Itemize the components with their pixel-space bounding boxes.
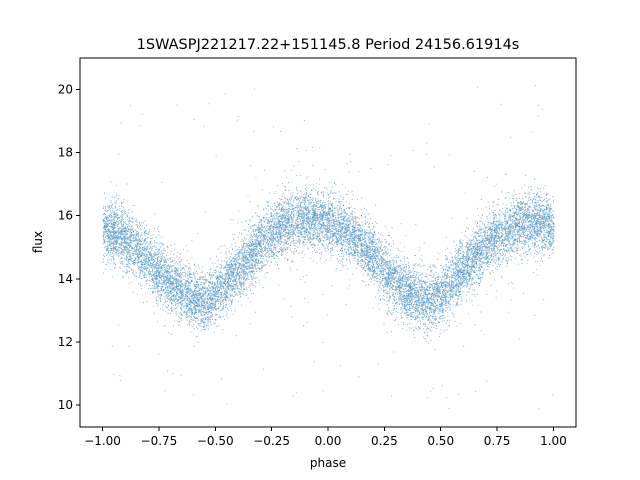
x-tick-label: −0.50 [197,434,234,448]
chart-title: 1SWASPJ221217.22+151145.8 Period 24156.6… [137,37,520,53]
y-tick-label: 12 [58,335,73,349]
y-tick-label: 16 [58,209,73,223]
y-tick-label: 18 [58,146,73,160]
x-tick-label: −1.00 [84,434,121,448]
x-tick-label: −0.75 [141,434,178,448]
x-axis-label: phase [310,456,346,470]
y-axis: 10 12 14 16 18 20 [58,83,80,412]
x-tick-label: 0.50 [427,434,454,448]
x-tick-label: 1.00 [540,434,567,448]
x-tick-label: 0.75 [484,434,511,448]
data-points [102,85,555,410]
y-tick-label: 10 [58,398,73,412]
x-axis: −1.00 −0.75 −0.50 −0.25 0.00 0.25 0.50 0.75 1.00 [84,427,567,448]
x-tick-label: 0.25 [371,434,398,448]
data-point-band [102,173,555,341]
x-tick-label: −0.25 [253,434,290,448]
x-tick-label: 0.00 [315,434,342,448]
y-tick-label: 20 [58,83,73,97]
y-tick-label: 14 [58,272,73,286]
y-axis-label: flux [31,231,45,253]
